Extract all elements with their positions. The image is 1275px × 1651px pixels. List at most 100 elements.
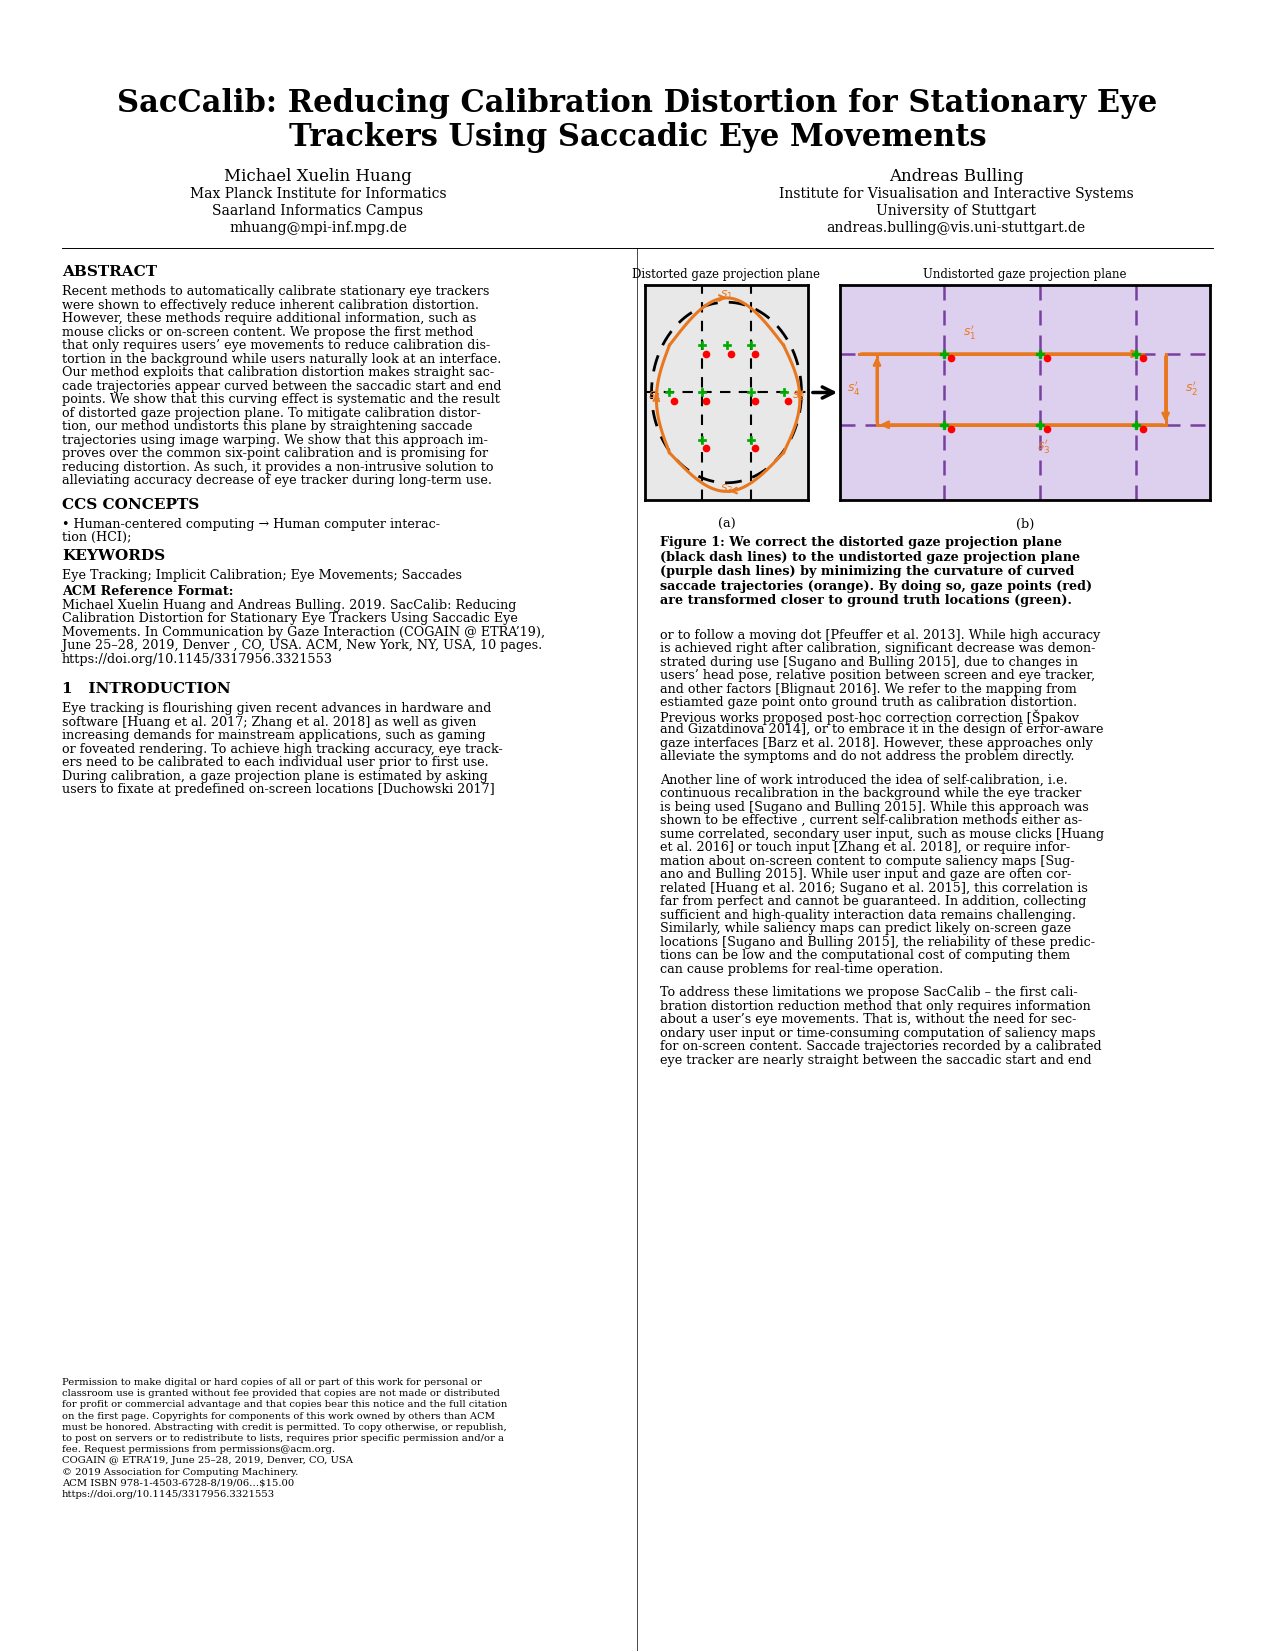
Text: Our method exploits that calibration distortion makes straight sac-: Our method exploits that calibration dis…: [62, 367, 495, 380]
Text: increasing demands for mainstream applications, such as gaming: increasing demands for mainstream applic…: [62, 730, 486, 741]
Text: saccade trajectories (orange). By doing so, gaze points (red): saccade trajectories (orange). By doing …: [660, 580, 1093, 593]
Text: © 2019 Association for Computing Machinery.: © 2019 Association for Computing Machine…: [62, 1468, 298, 1476]
Text: Eye tracking is flourishing given recent advances in hardware and: Eye tracking is flourishing given recent…: [62, 702, 491, 715]
Text: to post on servers or to redistribute to lists, requires prior specific permissi: to post on servers or to redistribute to…: [62, 1435, 504, 1443]
Text: alleviating accuracy decrease of eye tracker during long-term use.: alleviating accuracy decrease of eye tra…: [62, 474, 492, 487]
Text: ABSTRACT: ABSTRACT: [62, 266, 157, 279]
Text: Trackers Using Saccadic Eye Movements: Trackers Using Saccadic Eye Movements: [288, 122, 987, 154]
Text: fee. Request permissions from permissions@acm.org.: fee. Request permissions from permission…: [62, 1445, 335, 1455]
Text: cade trajectories appear curved between the saccadic start and end: cade trajectories appear curved between …: [62, 380, 501, 393]
Text: (a): (a): [718, 518, 736, 532]
Text: Michael Xuelin Huang and Andreas Bulling. 2019. SacCalib: Reducing: Michael Xuelin Huang and Andreas Bulling…: [62, 599, 516, 611]
Text: Previous works proposed post-hoc correction correction [Špakov: Previous works proposed post-hoc correct…: [660, 710, 1079, 725]
Text: (black dash lines) to the undistorted gaze projection plane: (black dash lines) to the undistorted ga…: [660, 550, 1080, 563]
Text: Figure 1: We correct the distorted gaze projection plane: Figure 1: We correct the distorted gaze …: [660, 537, 1062, 550]
Text: However, these methods require additional information, such as: However, these methods require additiona…: [62, 312, 477, 325]
Text: https://doi.org/10.1145/3317956.3321553: https://doi.org/10.1145/3317956.3321553: [62, 1489, 275, 1499]
Text: tortion in the background while users naturally look at an interface.: tortion in the background while users na…: [62, 353, 501, 365]
Text: bration distortion reduction method that only requires information: bration distortion reduction method that…: [660, 999, 1090, 1012]
Text: software [Huang et al. 2017; Zhang et al. 2018] as well as given: software [Huang et al. 2017; Zhang et al…: [62, 715, 477, 728]
Text: or foveated rendering. To achieve high tracking accuracy, eye track-: or foveated rendering. To achieve high t…: [62, 743, 502, 756]
Text: eye tracker are nearly straight between the saccadic start and end: eye tracker are nearly straight between …: [660, 1053, 1091, 1067]
Text: is achieved right after calibration, significant decrease was demon-: is achieved right after calibration, sig…: [660, 642, 1095, 655]
Text: SacCalib: Reducing Calibration Distortion for Stationary Eye: SacCalib: Reducing Calibration Distortio…: [117, 88, 1158, 119]
Text: andreas.bulling@vis.uni-stuttgart.de: andreas.bulling@vis.uni-stuttgart.de: [826, 221, 1085, 234]
Text: related [Huang et al. 2016; Sugano et al. 2015], this correlation is: related [Huang et al. 2016; Sugano et al…: [660, 882, 1088, 895]
Text: ers need to be calibrated to each individual user prior to first use.: ers need to be calibrated to each indivi…: [62, 756, 488, 769]
Text: During calibration, a gaze projection plane is estimated by asking: During calibration, a gaze projection pl…: [62, 769, 488, 783]
Text: Recent methods to automatically calibrate stationary eye trackers: Recent methods to automatically calibrat…: [62, 286, 490, 297]
Text: tions can be low and the computational cost of computing them: tions can be low and the computational c…: [660, 949, 1070, 963]
Text: Andreas Bulling: Andreas Bulling: [889, 168, 1024, 185]
Text: trajectories using image warping. We show that this approach im-: trajectories using image warping. We sho…: [62, 434, 488, 446]
Text: $s_2$: $s_2$: [792, 390, 805, 403]
Text: users to fixate at predefined on-screen locations [Duchowski 2017]: users to fixate at predefined on-screen …: [62, 783, 495, 796]
Text: continuous recalibration in the background while the eye tracker: continuous recalibration in the backgrou…: [660, 788, 1081, 801]
Text: alleviate the symptoms and do not address the problem directly.: alleviate the symptoms and do not addres…: [660, 750, 1075, 763]
Text: tion, our method undistorts this plane by straightening saccade: tion, our method undistorts this plane b…: [62, 419, 473, 433]
Text: tion (HCI);: tion (HCI);: [62, 532, 131, 543]
Text: To address these limitations we propose SacCalib – the first cali-: To address these limitations we propose …: [660, 986, 1077, 999]
Text: (purple dash lines) by minimizing the curvature of curved: (purple dash lines) by minimizing the cu…: [660, 565, 1075, 578]
Text: and other factors [Blignaut 2016]. We refer to the mapping from: and other factors [Blignaut 2016]. We re…: [660, 682, 1077, 695]
Text: KEYWORDS: KEYWORDS: [62, 550, 166, 563]
Text: of distorted gaze projection plane. To mitigate calibration distor-: of distorted gaze projection plane. To m…: [62, 406, 481, 419]
Text: shown to be effective , current self-calibration methods either as-: shown to be effective , current self-cal…: [660, 814, 1082, 827]
Text: locations [Sugano and Bulling 2015], the reliability of these predic-: locations [Sugano and Bulling 2015], the…: [660, 936, 1095, 949]
Text: is being used [Sugano and Bulling 2015]. While this approach was: is being used [Sugano and Bulling 2015].…: [660, 801, 1089, 814]
Text: $s_3'$: $s_3'$: [1037, 438, 1051, 456]
Text: ACM ISBN 978-1-4503-6728-8/19/06…$15.00: ACM ISBN 978-1-4503-6728-8/19/06…$15.00: [62, 1479, 295, 1488]
Text: classroom use is granted without fee provided that copies are not made or distri: classroom use is granted without fee pro…: [62, 1388, 500, 1398]
Text: CCS CONCEPTS: CCS CONCEPTS: [62, 497, 199, 512]
Text: University of Stuttgart: University of Stuttgart: [876, 205, 1037, 218]
Text: or to follow a moving dot [Pfeuffer et al. 2013]. While high accuracy: or to follow a moving dot [Pfeuffer et a…: [660, 629, 1100, 642]
Text: about a user’s eye movements. That is, without the need for sec-: about a user’s eye movements. That is, w…: [660, 1014, 1076, 1025]
Text: ondary user input or time-consuming computation of saliency maps: ondary user input or time-consuming comp…: [660, 1027, 1095, 1040]
Text: estiamted gaze point onto ground truth as calibration distortion.: estiamted gaze point onto ground truth a…: [660, 697, 1077, 708]
Text: Eye Tracking; Implicit Calibration; Eye Movements; Saccades: Eye Tracking; Implicit Calibration; Eye …: [62, 570, 462, 583]
Text: are transformed closer to ground truth locations (green).: are transformed closer to ground truth l…: [660, 594, 1072, 608]
Text: Undistorted gaze projection plane: Undistorted gaze projection plane: [923, 267, 1127, 281]
Text: for on-screen content. Saccade trajectories recorded by a calibrated: for on-screen content. Saccade trajector…: [660, 1040, 1102, 1053]
Text: Permission to make digital or hard copies of all or part of this work for person: Permission to make digital or hard copie…: [62, 1379, 482, 1387]
Text: mouse clicks or on-screen content. We propose the first method: mouse clicks or on-screen content. We pr…: [62, 325, 473, 338]
Text: users’ head pose, relative position between screen and eye tracker,: users’ head pose, relative position betw…: [660, 669, 1095, 682]
Text: (b): (b): [1016, 518, 1034, 532]
Text: Movements. In Communication by Gaze Interaction (COGAIN @ ETRA’19),: Movements. In Communication by Gaze Inte…: [62, 626, 546, 639]
Text: $s_3$: $s_3$: [720, 482, 733, 495]
Text: Michael Xuelin Huang: Michael Xuelin Huang: [224, 168, 412, 185]
Text: $s_2'$: $s_2'$: [1184, 380, 1198, 398]
Text: Distorted gaze projection plane: Distorted gaze projection plane: [632, 267, 821, 281]
Text: ACM Reference Format:: ACM Reference Format:: [62, 584, 233, 598]
Text: points. We show that this curving effect is systematic and the result: points. We show that this curving effect…: [62, 393, 500, 406]
Text: Similarly, while saliency maps can predict likely on-screen gaze: Similarly, while saliency maps can predi…: [660, 921, 1071, 934]
Text: sufficient and high-quality interaction data remains challenging.: sufficient and high-quality interaction …: [660, 908, 1076, 921]
Text: far from perfect and cannot be guaranteed. In addition, collecting: far from perfect and cannot be guarantee…: [660, 895, 1086, 908]
Text: gaze interfaces [Barz et al. 2018]. However, these approaches only: gaze interfaces [Barz et al. 2018]. Howe…: [660, 736, 1093, 750]
Text: and Gizatdinova 2014], or to embrace it in the design of error-aware: and Gizatdinova 2014], or to embrace it …: [660, 723, 1103, 736]
Text: reducing distortion. As such, it provides a non-intrusive solution to: reducing distortion. As such, it provide…: [62, 461, 493, 474]
Text: were shown to effectively reduce inherent calibration distortion.: were shown to effectively reduce inheren…: [62, 299, 479, 312]
Text: sume correlated, secondary user input, such as mouse clicks [Huang: sume correlated, secondary user input, s…: [660, 827, 1104, 840]
Text: can cause problems for real-time operation.: can cause problems for real-time operati…: [660, 963, 944, 976]
Text: proves over the common six-point calibration and is promising for: proves over the common six-point calibra…: [62, 447, 488, 461]
Text: • Human-centered computing → Human computer interac-: • Human-centered computing → Human compu…: [62, 517, 440, 530]
Text: must be honored. Abstracting with credit is permitted. To copy otherwise, or rep: must be honored. Abstracting with credit…: [62, 1423, 506, 1431]
Text: $s_4'$: $s_4'$: [848, 380, 861, 398]
Text: mhuang@mpi-inf.mpg.de: mhuang@mpi-inf.mpg.de: [230, 221, 407, 234]
Text: that only requires users’ eye movements to reduce calibration dis-: that only requires users’ eye movements …: [62, 338, 491, 352]
Text: $s_1'$: $s_1'$: [963, 324, 977, 342]
Text: Max Planck Institute for Informatics: Max Planck Institute for Informatics: [190, 187, 446, 201]
Text: et al. 2016] or touch input [Zhang et al. 2018], or require infor-: et al. 2016] or touch input [Zhang et al…: [660, 840, 1070, 854]
Text: $s_4$: $s_4$: [648, 390, 662, 403]
Text: strated during use [Sugano and Bulling 2015], due to changes in: strated during use [Sugano and Bulling 2…: [660, 655, 1077, 669]
Text: Saarland Informatics Campus: Saarland Informatics Campus: [213, 205, 423, 218]
Text: 1   INTRODUCTION: 1 INTRODUCTION: [62, 682, 231, 697]
Text: on the first page. Copyrights for components of this work owned by others than A: on the first page. Copyrights for compon…: [62, 1412, 495, 1420]
Text: $s_1$: $s_1$: [720, 289, 733, 302]
Text: Calibration Distortion for Stationary Eye Trackers Using Saccadic Eye: Calibration Distortion for Stationary Ey…: [62, 613, 518, 626]
Text: Another line of work introduced the idea of self-calibration, i.e.: Another line of work introduced the idea…: [660, 774, 1067, 786]
Text: ano and Bulling 2015]. While user input and gaze are often cor-: ano and Bulling 2015]. While user input …: [660, 868, 1071, 882]
Text: June 25–28, 2019, Denver , CO, USA. ACM, New York, NY, USA, 10 pages.: June 25–28, 2019, Denver , CO, USA. ACM,…: [62, 639, 542, 652]
Text: COGAIN @ ETRA’19, June 25–28, 2019, Denver, CO, USA: COGAIN @ ETRA’19, June 25–28, 2019, Denv…: [62, 1456, 353, 1466]
